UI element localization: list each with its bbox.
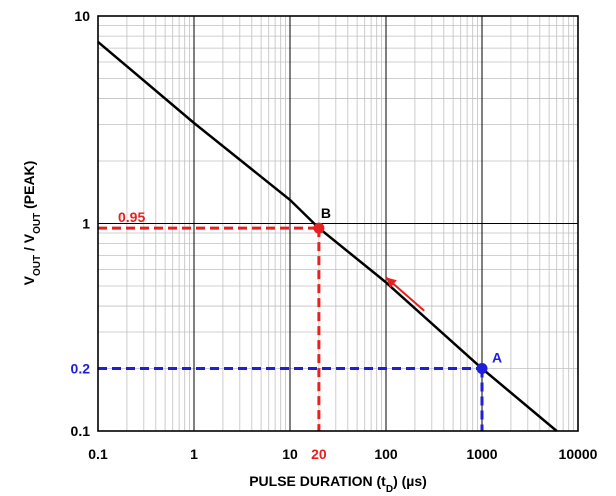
x-tick-label: 1000 (466, 446, 497, 462)
annotation-guides (98, 226, 484, 431)
y-tick-label: 0.1 (71, 423, 91, 439)
series-line (97, 40, 558, 432)
x-axis-label: PULSE DURATION (tD) (µs) (249, 473, 427, 495)
point-b-label: B (321, 205, 331, 221)
point-a (476, 363, 488, 375)
x-tick-label: 10000 (559, 446, 598, 462)
point-b (313, 222, 325, 234)
value-label-0-2: 0.2 (71, 361, 91, 377)
x-tick-label: 1 (190, 446, 198, 462)
tick-labels: 0.1 1 10 100 1000 10000 0.1 1 10 (71, 8, 598, 462)
x-tick-label: 100 (374, 446, 398, 462)
value-label-20: 20 (311, 446, 327, 462)
plot-frame (97, 15, 579, 432)
x-tick-label: 0.1 (88, 446, 108, 462)
annotation-marks: B A 0.95 0.2 20 (71, 205, 503, 462)
y-tick-label: 10 (74, 8, 90, 24)
direction-arrow-head (386, 277, 397, 288)
y-axis-label: VOUT / VOUT (PEAK) (21, 161, 43, 286)
x-tick-label: 10 (282, 446, 298, 462)
y-tick-label: 1 (82, 216, 90, 232)
value-label-0-95: 0.95 (118, 209, 145, 225)
point-a-label: A (492, 350, 502, 366)
major-grid (98, 16, 578, 431)
